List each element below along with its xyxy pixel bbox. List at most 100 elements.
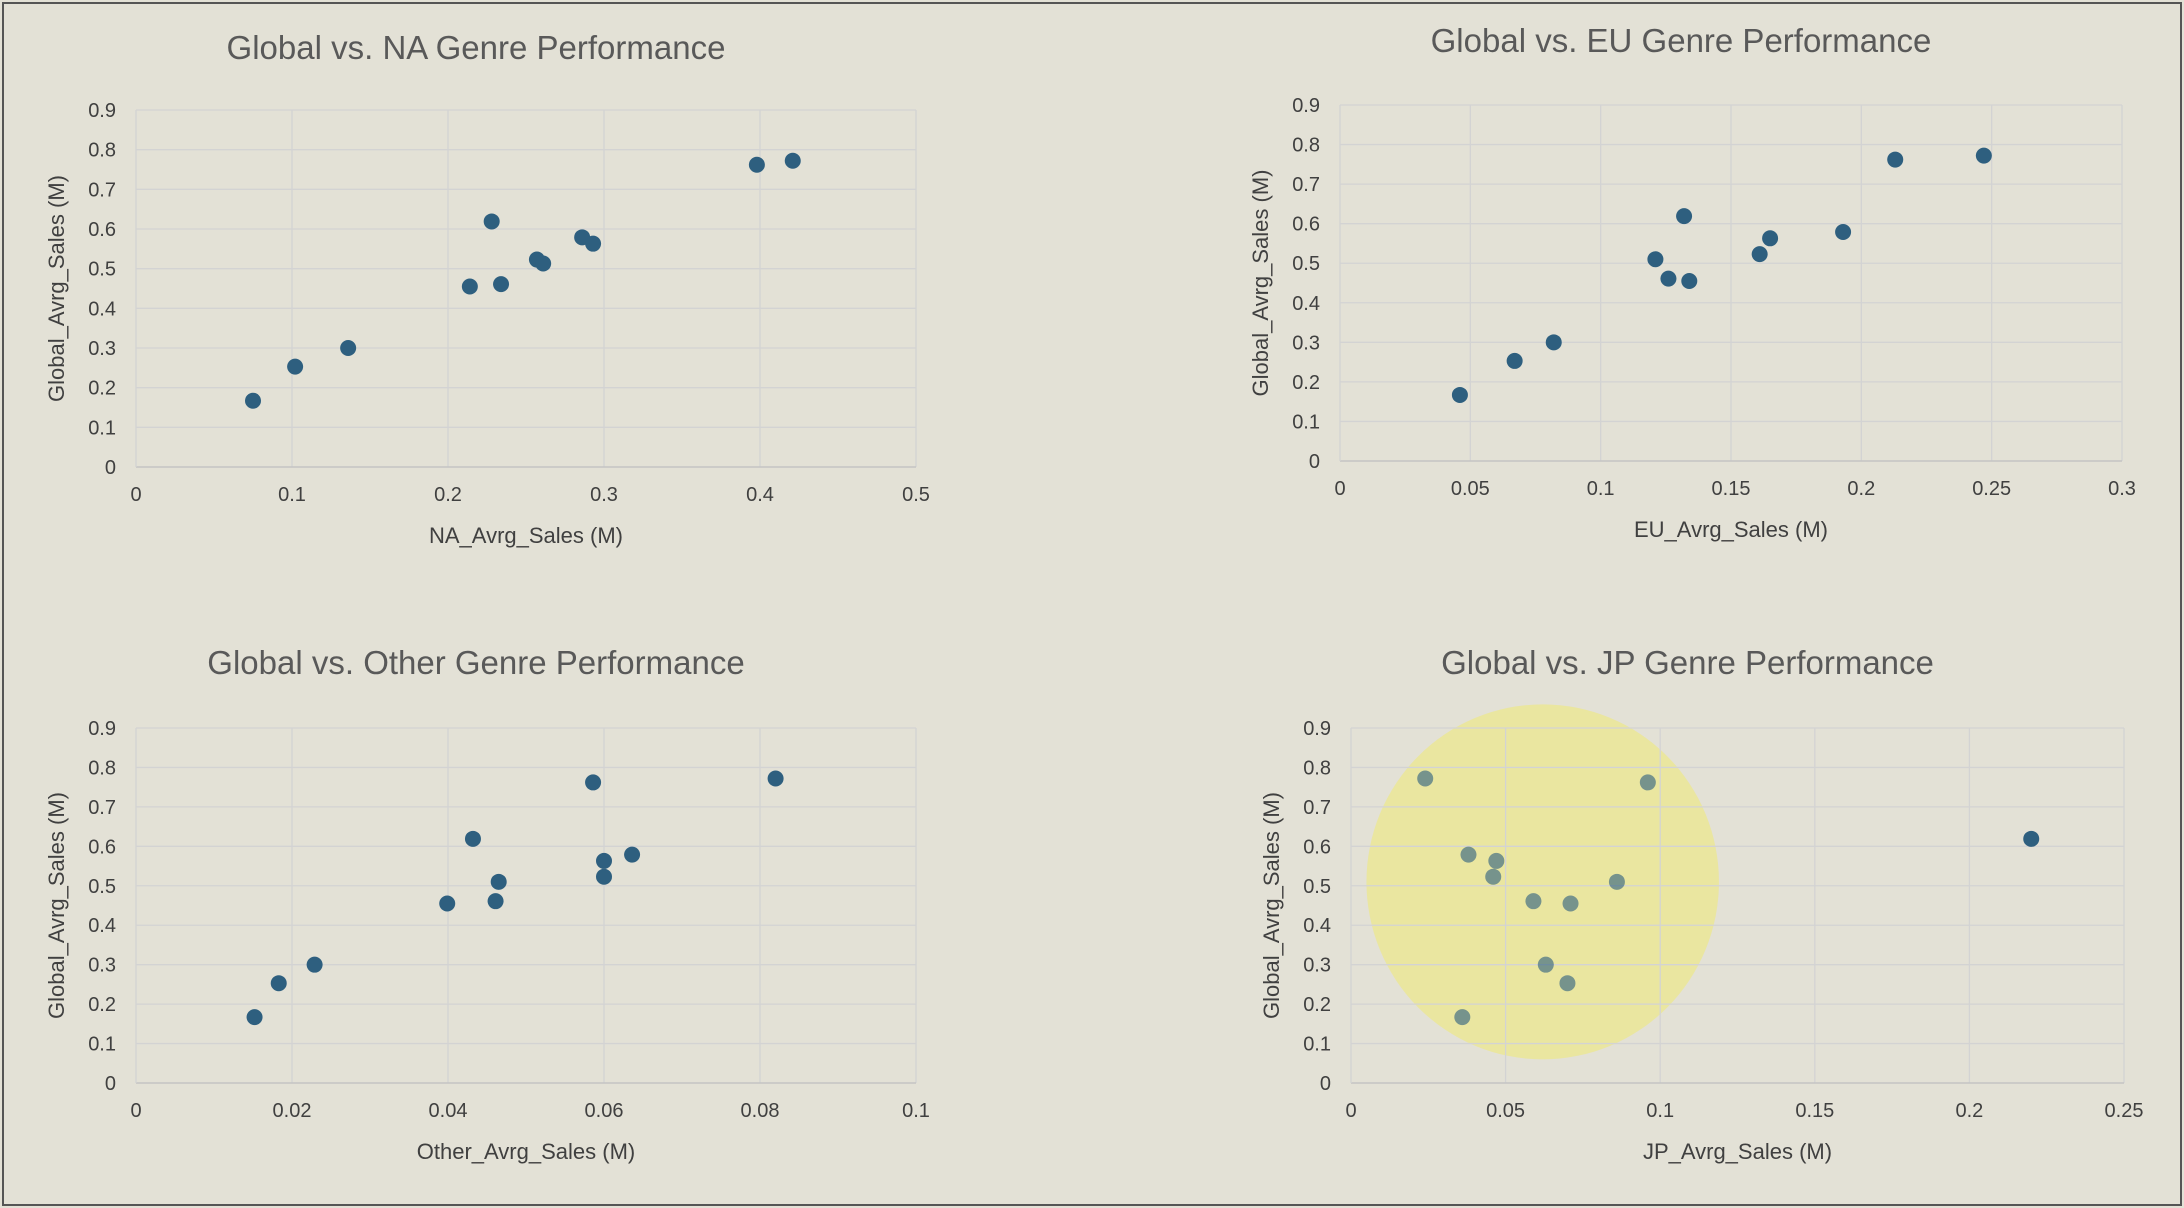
y-tick-label: 0.6	[1303, 836, 1331, 858]
data-point	[1417, 770, 1434, 787]
data-point	[1762, 230, 1779, 247]
y-tick-label: 0.5	[88, 259, 116, 281]
x-tick-label: 0.2	[1847, 478, 1875, 500]
y-tick-label: 0	[1309, 451, 1320, 473]
data-point	[535, 255, 552, 272]
x-tick-label: 0.04	[429, 1100, 468, 1122]
x-tick-label: 0.06	[585, 1100, 624, 1122]
data-point	[439, 895, 456, 912]
y-tick-label: 0.9	[1303, 718, 1331, 740]
x-tick-label: 0	[1345, 1100, 1356, 1122]
data-point	[748, 156, 765, 173]
chart-title: Global vs. EU Genre Performance	[1431, 22, 1932, 59]
x-tick-label: 0.2	[434, 484, 462, 506]
data-point	[1460, 846, 1477, 863]
x-tick-label: 0	[130, 1100, 141, 1122]
data-point	[1639, 774, 1656, 791]
x-tick-label: 0.3	[590, 484, 618, 506]
x-tick-label: 0.5	[902, 484, 930, 506]
data-point	[1660, 270, 1677, 287]
x-axis-title: EU_Avrg_Sales (M)	[1634, 517, 1828, 542]
y-tick-label: 0.4	[1303, 915, 1331, 937]
y-tick-label: 0	[1320, 1073, 1331, 1095]
data-point	[270, 975, 287, 992]
data-point	[287, 358, 304, 375]
y-tick-label: 0.7	[88, 179, 116, 201]
data-point	[1676, 208, 1693, 225]
x-tick-label: 0.15	[1712, 478, 1751, 500]
x-tick-label: 0.08	[741, 1100, 780, 1122]
data-point	[483, 213, 500, 230]
x-tick-label: 0	[130, 484, 141, 506]
data-point	[306, 956, 323, 973]
y-tick-label: 0.7	[1292, 174, 1320, 196]
y-tick-label: 0.8	[88, 757, 116, 779]
y-tick-label: 0.2	[1303, 994, 1331, 1016]
x-tick-label: 0.25	[2105, 1100, 2144, 1122]
y-tick-label: 0.6	[1292, 214, 1320, 236]
y-tick-label: 0	[105, 1073, 116, 1095]
data-point	[596, 852, 612, 869]
data-point	[596, 868, 612, 885]
data-point	[1608, 873, 1625, 890]
data-point	[487, 893, 504, 910]
data-point	[1562, 895, 1579, 912]
data-point	[2023, 830, 2040, 847]
x-tick-label: 0.3	[2108, 478, 2136, 500]
highlight-ellipse	[1366, 704, 1719, 1060]
data-point	[767, 770, 784, 787]
data-point	[585, 235, 602, 252]
x-tick-label: 0.1	[1587, 478, 1615, 500]
x-tick-label: 0.4	[746, 484, 774, 506]
x-tick-label: 0.2	[1955, 1100, 1983, 1122]
x-tick-label: 0.02	[273, 1100, 312, 1122]
scatter-chart: 0 0.02 0.04 0.06 0.08 0.1 0 0.1 0.2 0.3 0.4 0.5 0.6 0…	[44, 644, 930, 1164]
y-axis-title: Global_Avrg_Sales (M)	[44, 792, 69, 1019]
y-tick-label: 0.7	[88, 797, 116, 819]
y-tick-label: 0.9	[1292, 95, 1320, 117]
y-tick-label: 0.5	[88, 876, 116, 898]
data-point	[1559, 975, 1576, 992]
data-point	[1506, 352, 1523, 369]
y-tick-label: 0.3	[88, 955, 116, 977]
y-axis-title: Global_Avrg_Sales (M)	[1248, 169, 1273, 396]
data-point	[1525, 893, 1542, 910]
y-tick-label: 0.1	[88, 1034, 116, 1056]
data-point	[1485, 868, 1502, 885]
data-point	[1647, 251, 1664, 268]
data-point	[1681, 273, 1698, 290]
x-tick-label: 0.25	[1972, 478, 2011, 500]
data-point	[1751, 246, 1768, 263]
y-tick-label: 0.9	[88, 718, 116, 740]
charts-canvas: 0 0.1 0.2 0.3 0.4 0.5 0 0.1 0.2 0.3 0.4 0.5 0.6 0.7 0.…	[44, 22, 2144, 1164]
y-tick-label: 0.1	[1303, 1034, 1331, 1056]
x-tick-label: 0.15	[1795, 1100, 1834, 1122]
data-point	[624, 846, 641, 863]
x-tick-label: 0.1	[278, 484, 306, 506]
y-tick-label: 0.4	[1292, 293, 1320, 315]
y-tick-label: 0.3	[1303, 955, 1331, 977]
x-tick-label: 0.1	[902, 1100, 930, 1122]
y-tick-label: 0.7	[1303, 797, 1331, 819]
x-tick-label: 0.05	[1451, 478, 1490, 500]
y-tick-label: 0.4	[88, 915, 116, 937]
data-point	[1887, 151, 1904, 168]
y-axis-title: Global_Avrg_Sales (M)	[44, 175, 69, 402]
chart-title: Global vs. JP Genre Performance	[1441, 644, 1934, 681]
y-tick-label: 0.8	[1303, 757, 1331, 779]
x-axis-title: Other_Avrg_Sales (M)	[417, 1139, 635, 1164]
y-tick-label: 0.5	[1292, 253, 1320, 275]
scatter-chart: 0 0.05 0.1 0.15 0.2 0.25 0.3 0 0.1 0.2 0.3 0.4 0.5 0.…	[1248, 22, 2136, 542]
data-point	[1488, 852, 1505, 869]
data-point	[1454, 1009, 1471, 1026]
y-tick-label: 0.4	[88, 298, 116, 320]
y-tick-label: 0.3	[1292, 332, 1320, 354]
data-point	[490, 873, 507, 890]
data-point	[245, 392, 261, 409]
y-tick-label: 0.8	[1292, 135, 1320, 157]
chart-title: Global vs. NA Genre Performance	[227, 29, 726, 66]
data-point	[585, 774, 602, 791]
data-point	[1451, 386, 1468, 403]
y-tick-label: 0.1	[88, 417, 116, 439]
